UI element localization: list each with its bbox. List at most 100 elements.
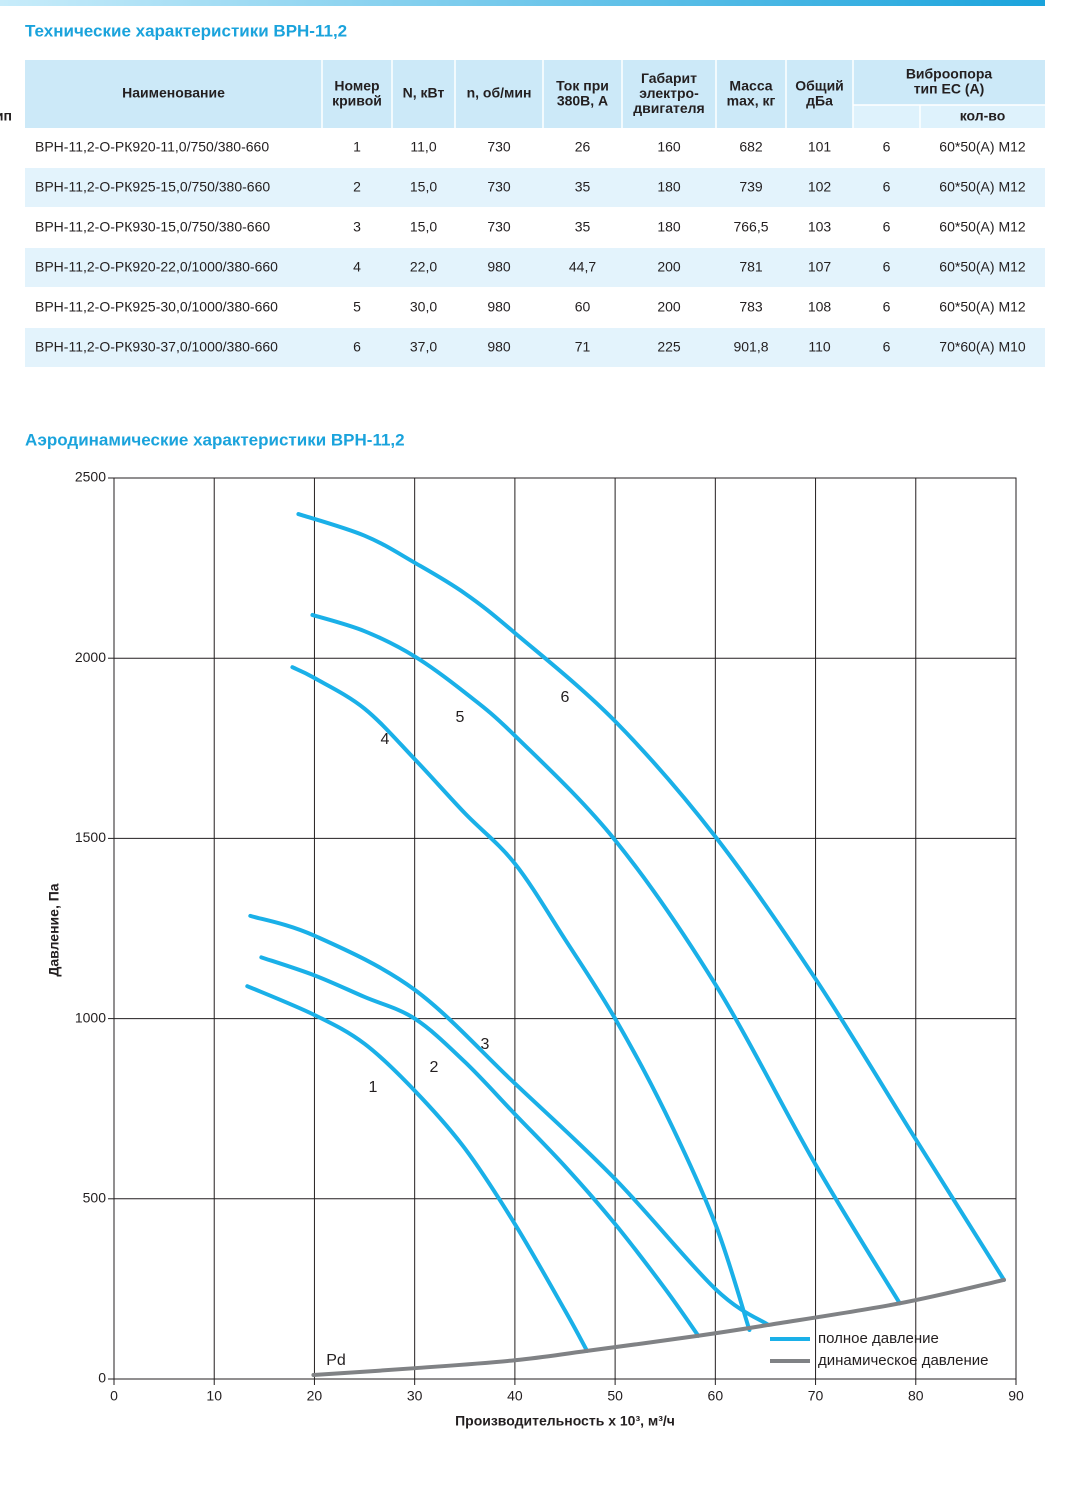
x-tick-label: 40 — [507, 1388, 523, 1404]
top-bar — [0, 0, 1045, 6]
row-bg — [25, 328, 1045, 367]
table-cell: 6 — [353, 339, 361, 355]
table-cell: 6 — [883, 219, 891, 235]
table-cell: 30,0 — [410, 299, 437, 315]
y-tick-label: 500 — [83, 1190, 107, 1206]
table-cell: 37,0 — [410, 339, 437, 355]
x-tick-label: 0 — [110, 1388, 118, 1404]
curve — [259, 955, 701, 1338]
table-cell: 3 — [353, 219, 361, 235]
row-bg — [25, 248, 1045, 287]
curve-label: 5 — [456, 709, 465, 726]
row-bg — [25, 168, 1045, 207]
table-cell: 781 — [739, 259, 763, 275]
table-cell: 730 — [487, 219, 511, 235]
table-cell: 60 — [575, 299, 591, 315]
table-cell: 22,0 — [410, 259, 437, 275]
table-cell: 160 — [657, 139, 681, 155]
table-cell: 44,7 — [569, 259, 596, 275]
curve-label: 1 — [369, 1079, 378, 1096]
table-cell: 200 — [657, 259, 681, 275]
column-header: Наименование — [122, 85, 225, 101]
table-cell: 180 — [657, 219, 681, 235]
x-tick-label: 20 — [307, 1388, 323, 1404]
legend-label: динамическое давление — [818, 1352, 989, 1369]
table-cell: 980 — [487, 339, 511, 355]
table-cell: 101 — [808, 139, 832, 155]
subcolumn-header: тип — [0, 108, 12, 124]
table-cell: 26 — [575, 139, 591, 155]
table-cell: 200 — [657, 299, 681, 315]
x-tick-label: 90 — [1008, 1388, 1024, 1404]
table-cell: 901,8 — [733, 339, 768, 355]
curve — [248, 913, 771, 1327]
table-cell: 4 — [353, 259, 361, 275]
table-cell: 682 — [739, 139, 763, 155]
curve-label: 4 — [381, 731, 390, 748]
table-cell: 60*50(А) М12 — [939, 219, 1026, 235]
table-cell: 103 — [808, 219, 832, 235]
table-cell: 110 — [808, 339, 831, 355]
plot-frame — [113, 477, 1017, 1380]
table-cell: 60*50(А) М12 — [939, 299, 1026, 315]
column-header: Общий дБа — [795, 77, 844, 108]
table-cell: 783 — [739, 299, 763, 315]
table-cell: 2 — [353, 179, 361, 195]
table-cell: 60*50(А) М12 — [939, 139, 1026, 155]
table-cell: 107 — [808, 259, 832, 275]
table-cell: 6 — [883, 179, 891, 195]
column-header: n, об/мин — [467, 85, 532, 101]
subcolumn-header: кол-во — [960, 108, 1006, 124]
curve — [310, 612, 902, 1306]
curve — [296, 512, 1006, 1282]
curve-label: 2 — [430, 1059, 439, 1076]
table-cell: 35 — [575, 219, 591, 235]
y-tick-label: 1000 — [75, 1009, 106, 1025]
table-cell: 35 — [575, 179, 591, 195]
x-tick-label: 60 — [708, 1388, 724, 1404]
table-cell: ВРН-11,2-О-РК925-30,0/1000/380-660 — [35, 299, 278, 315]
y-tick-label: 2500 — [75, 469, 106, 485]
table-cell: 108 — [808, 299, 832, 315]
table-cell: 6 — [883, 339, 891, 355]
table-cell: 980 — [487, 299, 511, 315]
curve — [245, 984, 590, 1353]
x-axis-title: Производительность x 10³, м³/ч — [455, 1413, 675, 1429]
y-tick-label: 1500 — [75, 829, 106, 845]
curve — [311, 1277, 1006, 1378]
table-cell: ВРН-11,2-О-РК920-22,0/1000/380-660 — [35, 259, 278, 275]
table-cell: 60*50(А) М12 — [939, 259, 1026, 275]
table-title: Технические характеристики ВРН-11,2 — [25, 21, 347, 40]
table-cell: 60*50(А) М12 — [939, 179, 1026, 195]
y-axis-title: Давление, Па — [46, 883, 62, 976]
table-cell: 766,5 — [733, 219, 768, 235]
table-cell: 1 — [353, 139, 361, 155]
table-cell: ВРН-11,2-О-РК930-15,0/750/380-660 — [35, 219, 270, 235]
table-cell: ВРН-11,2-О-РК930-37,0/1000/380-660 — [35, 339, 278, 355]
table-cell: 225 — [657, 339, 681, 355]
x-tick-label: 80 — [908, 1388, 924, 1404]
table-cell: 11,0 — [410, 139, 436, 155]
table-cell: 980 — [487, 259, 511, 275]
x-tick-label: 10 — [206, 1388, 222, 1404]
table-cell: 6 — [883, 139, 891, 155]
column-header: Габарит электро-двигателя — [633, 70, 704, 116]
column-header: Масса max, кг — [727, 77, 776, 108]
column-header: Ток при 380В, А — [556, 77, 609, 108]
x-tick-label: 50 — [607, 1388, 623, 1404]
table-cell: 71 — [575, 339, 591, 355]
column-header: Виброопора тип ЕС (А) — [906, 65, 993, 96]
curve-label: 3 — [481, 1036, 490, 1053]
table-cell: ВРН-11,2-О-РК925-15,0/750/380-660 — [35, 179, 270, 195]
table-cell: 15,0 — [410, 179, 437, 195]
x-tick-label: 30 — [407, 1388, 423, 1404]
curve — [290, 665, 752, 1332]
chart-title: Аэродинамические характеристики ВРН-11,2 — [25, 430, 405, 449]
legend-label: полное давление — [818, 1330, 939, 1347]
y-tick-label: 2000 — [75, 649, 106, 665]
column-header: N, кВт — [403, 85, 445, 101]
column-header: Номер кривой — [332, 77, 382, 108]
table-cell: 102 — [808, 179, 832, 195]
table-cell: 5 — [353, 299, 361, 315]
